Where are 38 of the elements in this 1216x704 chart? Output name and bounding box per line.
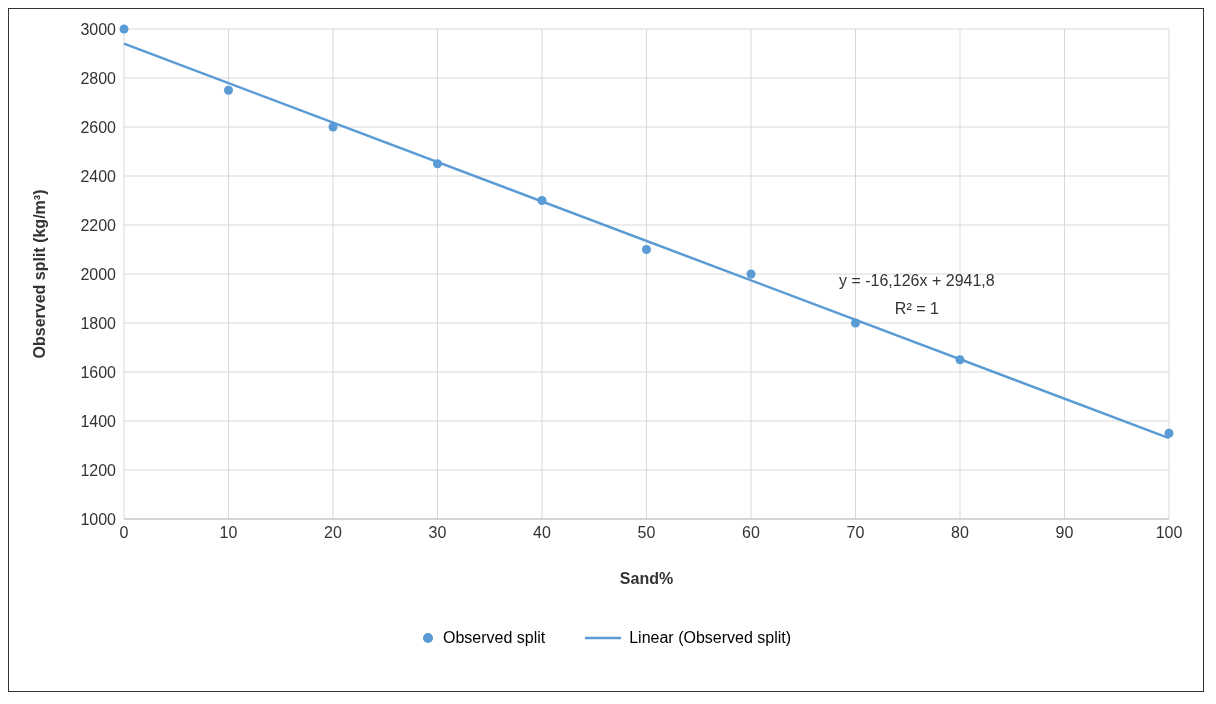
y-tick-label: 2800 — [80, 69, 117, 87]
x-axis-title: Sand% — [619, 570, 674, 587]
y-tick-label: 1200 — [80, 461, 117, 479]
x-tick-label: 90 — [1055, 524, 1074, 542]
x-tick-label: 70 — [846, 524, 865, 542]
y-tick-label: 2600 — [80, 118, 117, 136]
x-tick-label: 60 — [742, 524, 760, 542]
point — [537, 195, 547, 206]
x-tick-label: 50 — [637, 524, 656, 542]
annotation: y = -16,126x + 2941,8 — [839, 271, 995, 291]
point — [1164, 428, 1174, 438]
x-tick-label: 30 — [428, 524, 447, 542]
y-tick-label: 1000 — [80, 510, 117, 528]
x-tick-label: 40 — [533, 524, 551, 542]
point — [850, 318, 861, 328]
y-axis-title: Observed split (kg/m³) — [30, 189, 48, 359]
annotation: R² = 1 — [893, 299, 940, 319]
x-tick-label: 80 — [951, 524, 969, 542]
point — [641, 244, 652, 255]
y-tick-label: 2000 — [80, 265, 117, 283]
y-tick-label: 2200 — [80, 216, 117, 234]
y-tick-label: 1600 — [80, 363, 117, 381]
legend-label: Linear (Observed split) — [629, 629, 792, 647]
point — [223, 85, 234, 95]
legend-label: Observed split — [442, 629, 546, 647]
point — [746, 269, 756, 279]
x-tick-label: 20 — [324, 524, 342, 542]
x-tick-label: 0 — [119, 524, 129, 542]
x-tick-label: 100 — [1155, 524, 1183, 542]
point — [328, 122, 338, 132]
point — [955, 355, 965, 365]
x-tick-label: 10 — [219, 524, 238, 542]
y-tick-label: 2400 — [80, 167, 117, 185]
y-tick-label: 1400 — [80, 412, 117, 430]
y-tick-label: 3000 — [80, 20, 117, 38]
point — [432, 159, 443, 169]
point — [119, 24, 129, 34]
y-tick-label: 1800 — [80, 314, 117, 332]
